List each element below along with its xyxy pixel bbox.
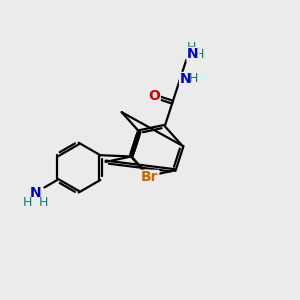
Text: H: H [187,41,196,54]
Text: N: N [30,186,41,200]
Text: H: H [189,72,198,86]
Text: H: H [195,48,204,61]
Text: H: H [22,196,32,209]
Text: N: N [180,73,191,86]
Text: O: O [148,89,160,103]
Text: N: N [143,170,154,184]
Text: H: H [39,196,48,209]
Text: Br: Br [141,170,159,184]
Text: N: N [187,47,199,61]
